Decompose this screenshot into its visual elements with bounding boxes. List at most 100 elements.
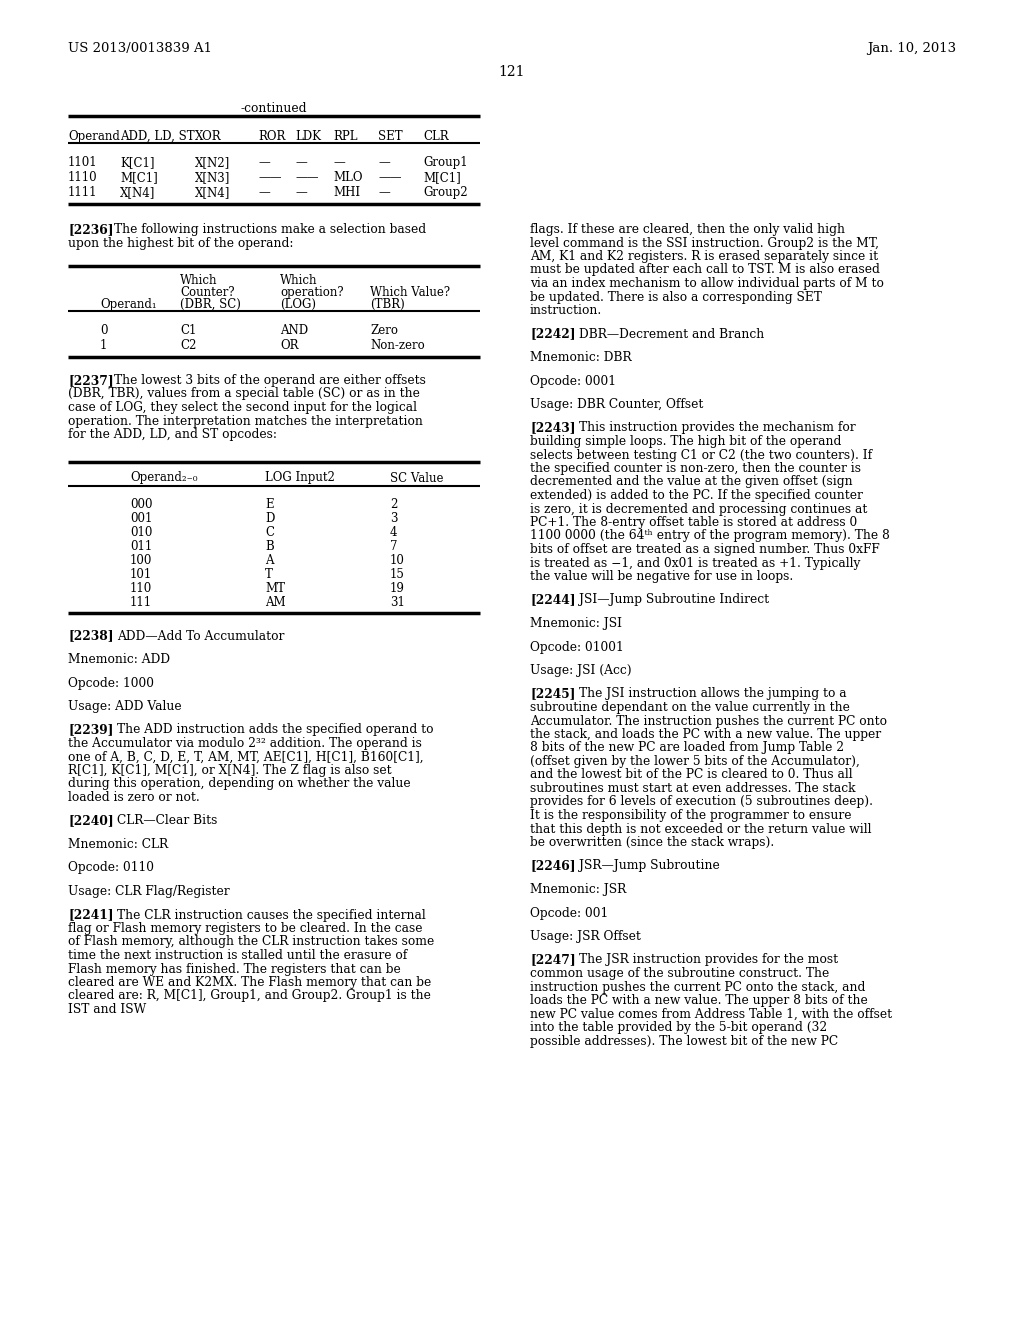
Text: 1: 1 (100, 339, 108, 352)
Text: JSR—Jump Subroutine: JSR—Jump Subroutine (579, 859, 719, 873)
Text: Which Value?: Which Value? (370, 286, 451, 300)
Text: Group1: Group1 (423, 156, 468, 169)
Text: SC Value: SC Value (390, 471, 443, 484)
Text: ADD—Add To Accumulator: ADD—Add To Accumulator (117, 630, 284, 643)
Text: T: T (265, 568, 272, 581)
Text: the specified counter is non-zero, then the counter is: the specified counter is non-zero, then … (530, 462, 861, 475)
Text: X[N3]: X[N3] (195, 172, 230, 183)
Text: ——: —— (258, 172, 282, 183)
Text: extended) is added to the PC. If the specified counter: extended) is added to the PC. If the spe… (530, 488, 863, 502)
Text: [2241]: [2241] (68, 908, 114, 921)
Text: The CLR instruction causes the specified internal: The CLR instruction causes the specified… (117, 908, 425, 921)
Text: —: — (258, 156, 269, 169)
Text: Opcode: 0001: Opcode: 0001 (530, 375, 616, 388)
Text: Opcode: 0110: Opcode: 0110 (68, 862, 154, 874)
Text: R[C1], K[C1], M[C1], or X[N4]. The Z flag is also set: R[C1], K[C1], M[C1], or X[N4]. The Z fla… (68, 764, 391, 777)
Text: —: — (295, 186, 307, 199)
Text: —: — (333, 156, 345, 169)
Text: of Flash memory, although the CLR instruction takes some: of Flash memory, although the CLR instru… (68, 936, 434, 949)
Text: LDK: LDK (295, 129, 321, 143)
Text: ——: —— (378, 172, 401, 183)
Text: M[C1]: M[C1] (120, 172, 158, 183)
Text: CLR: CLR (423, 129, 449, 143)
Text: upon the highest bit of the operand:: upon the highest bit of the operand: (68, 236, 294, 249)
Text: is zero, it is decremented and processing continues at: is zero, it is decremented and processin… (530, 503, 867, 516)
Text: 4: 4 (390, 525, 397, 539)
Text: The JSI instruction allows the jumping to a: The JSI instruction allows the jumping t… (579, 688, 846, 701)
Text: 011: 011 (130, 540, 153, 553)
Text: SET: SET (378, 129, 402, 143)
Text: C: C (265, 525, 274, 539)
Text: 121: 121 (499, 65, 525, 79)
Text: Usage: JSI (Acc): Usage: JSI (Acc) (530, 664, 632, 677)
Text: time the next instruction is stalled until the erasure of: time the next instruction is stalled unt… (68, 949, 408, 962)
Text: Opcode: 1000: Opcode: 1000 (68, 676, 154, 689)
Text: 19: 19 (390, 582, 404, 594)
Text: PC+1. The 8-entry offset table is stored at address 0: PC+1. The 8-entry offset table is stored… (530, 516, 857, 529)
Text: MT: MT (265, 582, 285, 594)
Text: cleared are WE and K2MX. The Flash memory that can be: cleared are WE and K2MX. The Flash memor… (68, 975, 431, 989)
Text: B: B (265, 540, 273, 553)
Text: provides for 6 levels of execution (5 subroutines deep).: provides for 6 levels of execution (5 su… (530, 796, 873, 808)
Text: Usage: DBR Counter, Offset: Usage: DBR Counter, Offset (530, 399, 703, 411)
Text: the stack, and loads the PC with a new value. The upper: the stack, and loads the PC with a new v… (530, 729, 881, 741)
Text: The ADD instruction adds the specified operand to: The ADD instruction adds the specified o… (117, 723, 433, 737)
Text: 111: 111 (130, 595, 153, 609)
Text: [2246]: [2246] (530, 859, 575, 873)
Text: 1110: 1110 (68, 172, 97, 183)
Text: 100: 100 (130, 553, 153, 566)
Text: Mnemonic: JSI: Mnemonic: JSI (530, 616, 622, 630)
Text: [2245]: [2245] (530, 688, 575, 701)
Text: case of LOG, they select the second input for the logical: case of LOG, they select the second inpu… (68, 401, 417, 414)
Text: building simple loops. The high bit of the operand: building simple loops. The high bit of t… (530, 436, 842, 447)
Text: IST and ISW: IST and ISW (68, 1003, 146, 1016)
Text: be updated. There is also a corresponding SET: be updated. There is also a correspondin… (530, 290, 822, 304)
Text: AM: AM (265, 595, 286, 609)
Text: A: A (265, 553, 273, 566)
Text: XOR: XOR (195, 129, 221, 143)
Text: [2236]: [2236] (68, 223, 114, 236)
Text: via an index mechanism to allow individual parts of M to: via an index mechanism to allow individu… (530, 277, 884, 290)
Text: 15: 15 (390, 568, 404, 581)
Text: [2242]: [2242] (530, 327, 575, 341)
Text: bits of offset are treated as a signed number. Thus 0xFF: bits of offset are treated as a signed n… (530, 543, 880, 556)
Text: This instruction provides the mechanism for: This instruction provides the mechanism … (579, 421, 855, 434)
Text: ROR: ROR (258, 129, 286, 143)
Text: level command is the SSI instruction. Group2 is the MT,: level command is the SSI instruction. Gr… (530, 236, 879, 249)
Text: Jan. 10, 2013: Jan. 10, 2013 (867, 42, 956, 55)
Text: Usage: JSR Offset: Usage: JSR Offset (530, 931, 641, 942)
Text: M[C1]: M[C1] (423, 172, 461, 183)
Text: US 2013/0013839 A1: US 2013/0013839 A1 (68, 42, 212, 55)
Text: Group2: Group2 (423, 186, 468, 199)
Text: 1101: 1101 (68, 156, 97, 169)
Text: [2247]: [2247] (530, 953, 575, 966)
Text: subroutine dependant on the value currently in the: subroutine dependant on the value curren… (530, 701, 850, 714)
Text: one of A, B, C, D, E, T, AM, MT, AE[C1], H[C1], B160[C1],: one of A, B, C, D, E, T, AM, MT, AE[C1],… (68, 751, 424, 763)
Text: during this operation, depending on whether the value: during this operation, depending on whet… (68, 777, 411, 791)
Text: [2243]: [2243] (530, 421, 575, 434)
Text: 2: 2 (390, 498, 397, 511)
Text: decremented and the value at the given offset (sign: decremented and the value at the given o… (530, 475, 853, 488)
Text: is treated as −1, and 0x01 is treated as +1. Typically: is treated as −1, and 0x01 is treated as… (530, 557, 860, 569)
Text: 31: 31 (390, 595, 404, 609)
Text: 1111: 1111 (68, 186, 97, 199)
Text: operation?: operation? (280, 286, 344, 300)
Text: new PC value comes from Address Table 1, with the offset: new PC value comes from Address Table 1,… (530, 1007, 892, 1020)
Text: The JSR instruction provides for the most: The JSR instruction provides for the mos… (579, 953, 838, 966)
Text: Which: Which (280, 275, 317, 286)
Text: 10: 10 (390, 553, 404, 566)
Text: 000: 000 (130, 498, 153, 511)
Text: Operand: Operand (68, 129, 120, 143)
Text: into the table provided by the 5-bit operand (32: into the table provided by the 5-bit ope… (530, 1020, 827, 1034)
Text: —: — (258, 186, 269, 199)
Text: loaded is zero or not.: loaded is zero or not. (68, 791, 200, 804)
Text: The lowest 3 bits of the operand are either offsets: The lowest 3 bits of the operand are eit… (114, 374, 426, 387)
Text: for the ADD, LD, and ST opcodes:: for the ADD, LD, and ST opcodes: (68, 428, 278, 441)
Text: Opcode: 01001: Opcode: 01001 (530, 640, 624, 653)
Text: Opcode: 001: Opcode: 001 (530, 907, 608, 920)
Text: must be updated after each call to TST. M is also erased: must be updated after each call to TST. … (530, 264, 880, 276)
Text: JSI—Jump Subroutine Indirect: JSI—Jump Subroutine Indirect (579, 594, 769, 606)
Text: —: — (378, 186, 390, 199)
Text: be overwritten (since the stack wraps).: be overwritten (since the stack wraps). (530, 836, 774, 849)
Text: subroutines must start at even addresses. The stack: subroutines must start at even addresses… (530, 781, 855, 795)
